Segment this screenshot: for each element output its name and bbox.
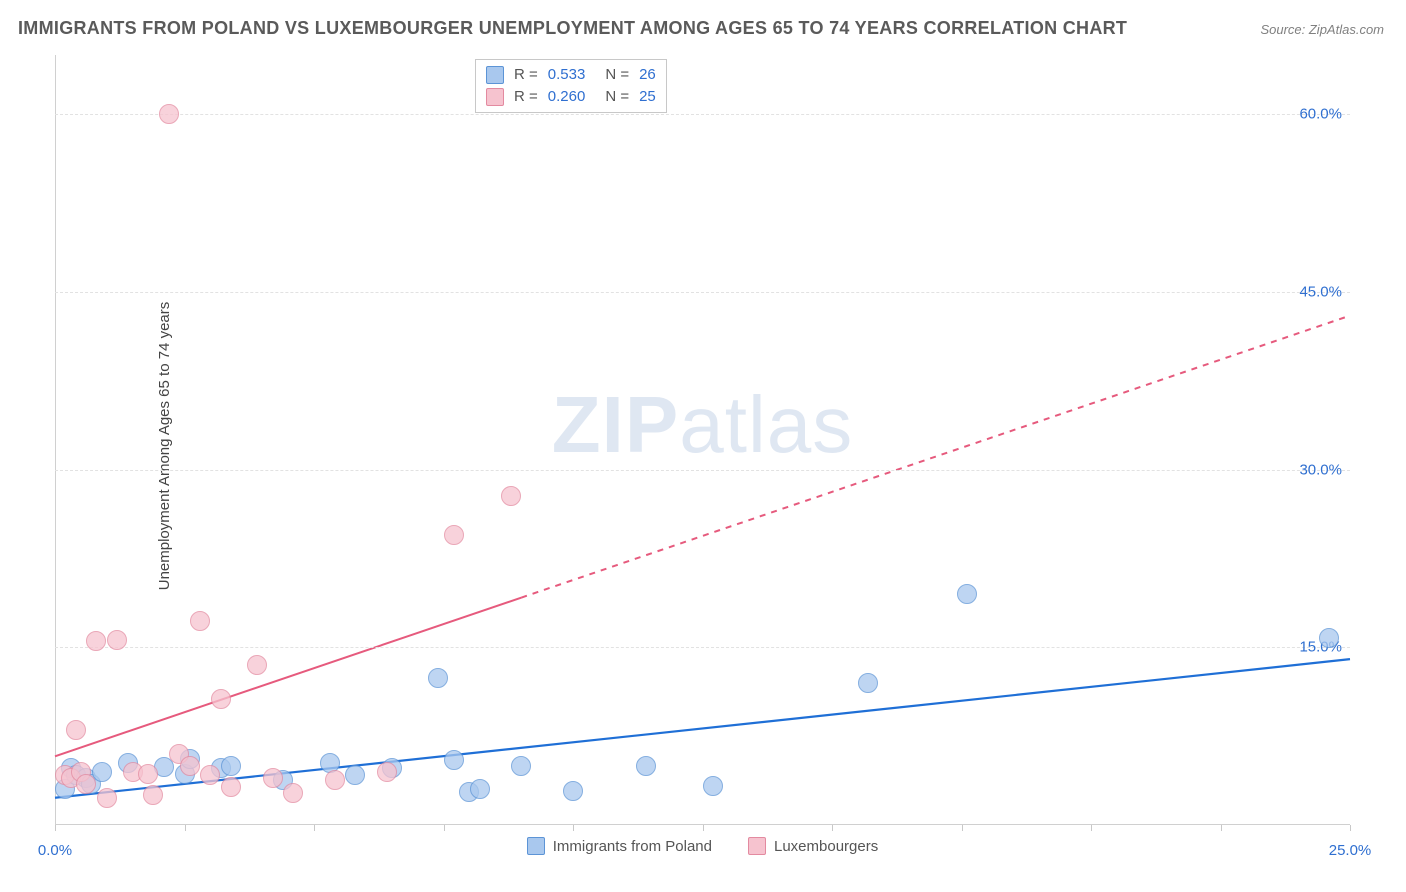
scatter-point [501, 486, 521, 506]
x-tick-mark [573, 825, 574, 831]
scatter-point [180, 756, 200, 776]
legend-r-value: 0.533 [548, 64, 586, 86]
legend-item: Luxembourgers [748, 837, 878, 855]
trend-lines [55, 55, 1350, 825]
legend-r-label: R = [514, 86, 538, 108]
x-tick-mark [832, 825, 833, 831]
legend-swatch-icon [486, 66, 504, 84]
scatter-point [159, 104, 179, 124]
scatter-point [325, 770, 345, 790]
legend-swatch-icon [748, 837, 766, 855]
scatter-point [511, 756, 531, 776]
plot-area: ZIPatlas R = 0.533 N = 26 R = 0.260 N = … [55, 55, 1350, 825]
scatter-point [221, 756, 241, 776]
x-tick-mark [1350, 825, 1351, 831]
scatter-point [138, 764, 158, 784]
x-tick-mark [55, 825, 56, 831]
scatter-point [444, 750, 464, 770]
scatter-point [143, 785, 163, 805]
x-tick-mark [444, 825, 445, 831]
scatter-point [76, 774, 96, 794]
scatter-point [263, 768, 283, 788]
scatter-point [470, 779, 490, 799]
x-tick-mark [1221, 825, 1222, 831]
scatter-point [957, 584, 977, 604]
scatter-point [1319, 628, 1339, 648]
scatter-point [703, 776, 723, 796]
legend-r-value: 0.260 [548, 86, 586, 108]
scatter-point [107, 630, 127, 650]
x-tick-mark [962, 825, 963, 831]
y-tick-label: 45.0% [1299, 283, 1342, 300]
source-attribution: Source: ZipAtlas.com [1260, 22, 1384, 37]
legend-item: Immigrants from Poland [527, 837, 712, 855]
legend-n-value: 26 [639, 64, 656, 86]
x-tick-mark [1091, 825, 1092, 831]
gridline [55, 470, 1350, 471]
x-tick-label: 0.0% [38, 842, 72, 859]
legend-n-label: N = [605, 86, 629, 108]
gridline [55, 647, 1350, 648]
x-tick-label: 25.0% [1329, 842, 1372, 859]
scatter-point [858, 673, 878, 693]
scatter-point [190, 611, 210, 631]
scatter-point [66, 720, 86, 740]
x-tick-mark [314, 825, 315, 831]
scatter-point [247, 655, 267, 675]
scatter-point [377, 762, 397, 782]
scatter-point [86, 631, 106, 651]
legend-n-label: N = [605, 64, 629, 86]
scatter-point [97, 788, 117, 808]
y-tick-label: 30.0% [1299, 461, 1342, 478]
legend-swatch-icon [527, 837, 545, 855]
scatter-point [211, 689, 231, 709]
legend-n-value: 25 [639, 86, 656, 108]
legend-row: R = 0.260 N = 25 [486, 86, 656, 108]
scatter-point [636, 756, 656, 776]
scatter-point [563, 781, 583, 801]
scatter-point [345, 765, 365, 785]
legend-row: R = 0.533 N = 26 [486, 64, 656, 86]
x-tick-mark [703, 825, 704, 831]
y-tick-label: 60.0% [1299, 106, 1342, 123]
scatter-point [444, 525, 464, 545]
correlation-legend: R = 0.533 N = 26 R = 0.260 N = 25 [475, 59, 667, 113]
scatter-point [221, 777, 241, 797]
legend-item-label: Luxembourgers [774, 838, 878, 855]
chart-title: IMMIGRANTS FROM POLAND VS LUXEMBOURGER U… [18, 18, 1127, 39]
scatter-point [428, 668, 448, 688]
legend-item-label: Immigrants from Poland [553, 838, 712, 855]
x-tick-mark [185, 825, 186, 831]
legend-r-label: R = [514, 64, 538, 86]
gridline [55, 292, 1350, 293]
series-legend: Immigrants from Poland Luxembourgers [55, 837, 1350, 859]
legend-swatch-icon [486, 88, 504, 106]
gridline [55, 114, 1350, 115]
scatter-point [283, 783, 303, 803]
scatter-point [200, 765, 220, 785]
